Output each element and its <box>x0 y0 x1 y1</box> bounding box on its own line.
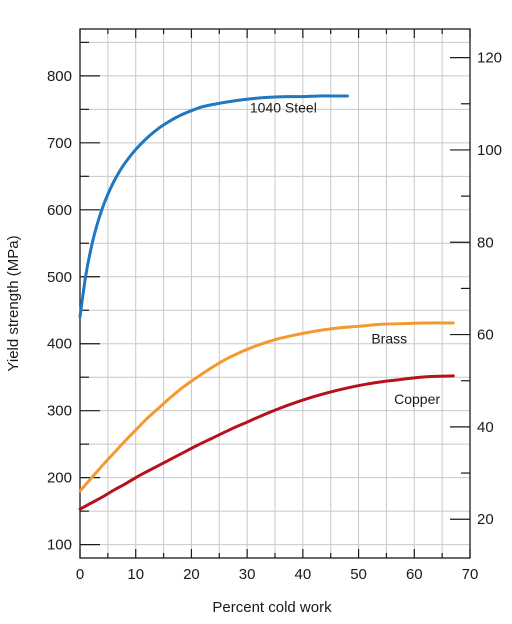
y-tick-label: 100 <box>47 537 72 554</box>
y2-tick-label: 100 <box>477 142 502 159</box>
y-tick-label: 400 <box>47 336 72 353</box>
x-tick-label: 20 <box>183 566 200 583</box>
x-tick-label: 40 <box>295 566 312 583</box>
series-label-brass: Brass <box>371 331 407 347</box>
y2-tick-label: 120 <box>477 50 502 67</box>
y-tick-label: 800 <box>47 68 72 85</box>
x-tick-label: 60 <box>406 566 423 583</box>
axes <box>79 28 471 559</box>
series-label-copper: Copper <box>394 391 440 407</box>
y2-tick-label: 60 <box>477 327 494 344</box>
series-label-1040-steel: 1040 Steel <box>250 100 317 116</box>
x-tick-label: 0 <box>76 566 84 583</box>
series-line-copper <box>78 374 455 511</box>
labels: 0 10 20 30 40 50 60 70 100 200 300 400 500 600 700 800 2… <box>5 50 502 616</box>
y-tick-label: 700 <box>47 135 72 152</box>
y-tick-label: 500 <box>47 269 72 286</box>
x-axis-title: Percent cold work <box>212 599 332 616</box>
series-line-brass <box>78 321 455 493</box>
y2-tick-label: 40 <box>477 419 494 436</box>
x-tick-label: 70 <box>462 566 479 583</box>
series-lines <box>78 94 455 511</box>
y2-tick-label: 80 <box>477 234 494 251</box>
y-tick-label: 200 <box>47 470 72 487</box>
x-tick-label: 30 <box>239 566 256 583</box>
x-tick-label: 50 <box>350 566 367 583</box>
y2-tick-label: 20 <box>477 511 494 528</box>
series-line-1040-steel <box>78 94 349 319</box>
x-tick-label: 10 <box>127 566 144 583</box>
y-axis-title: Yield strength (MPa) <box>5 235 22 371</box>
y-tick-label: 300 <box>47 403 72 420</box>
y-tick-label: 600 <box>47 202 72 219</box>
